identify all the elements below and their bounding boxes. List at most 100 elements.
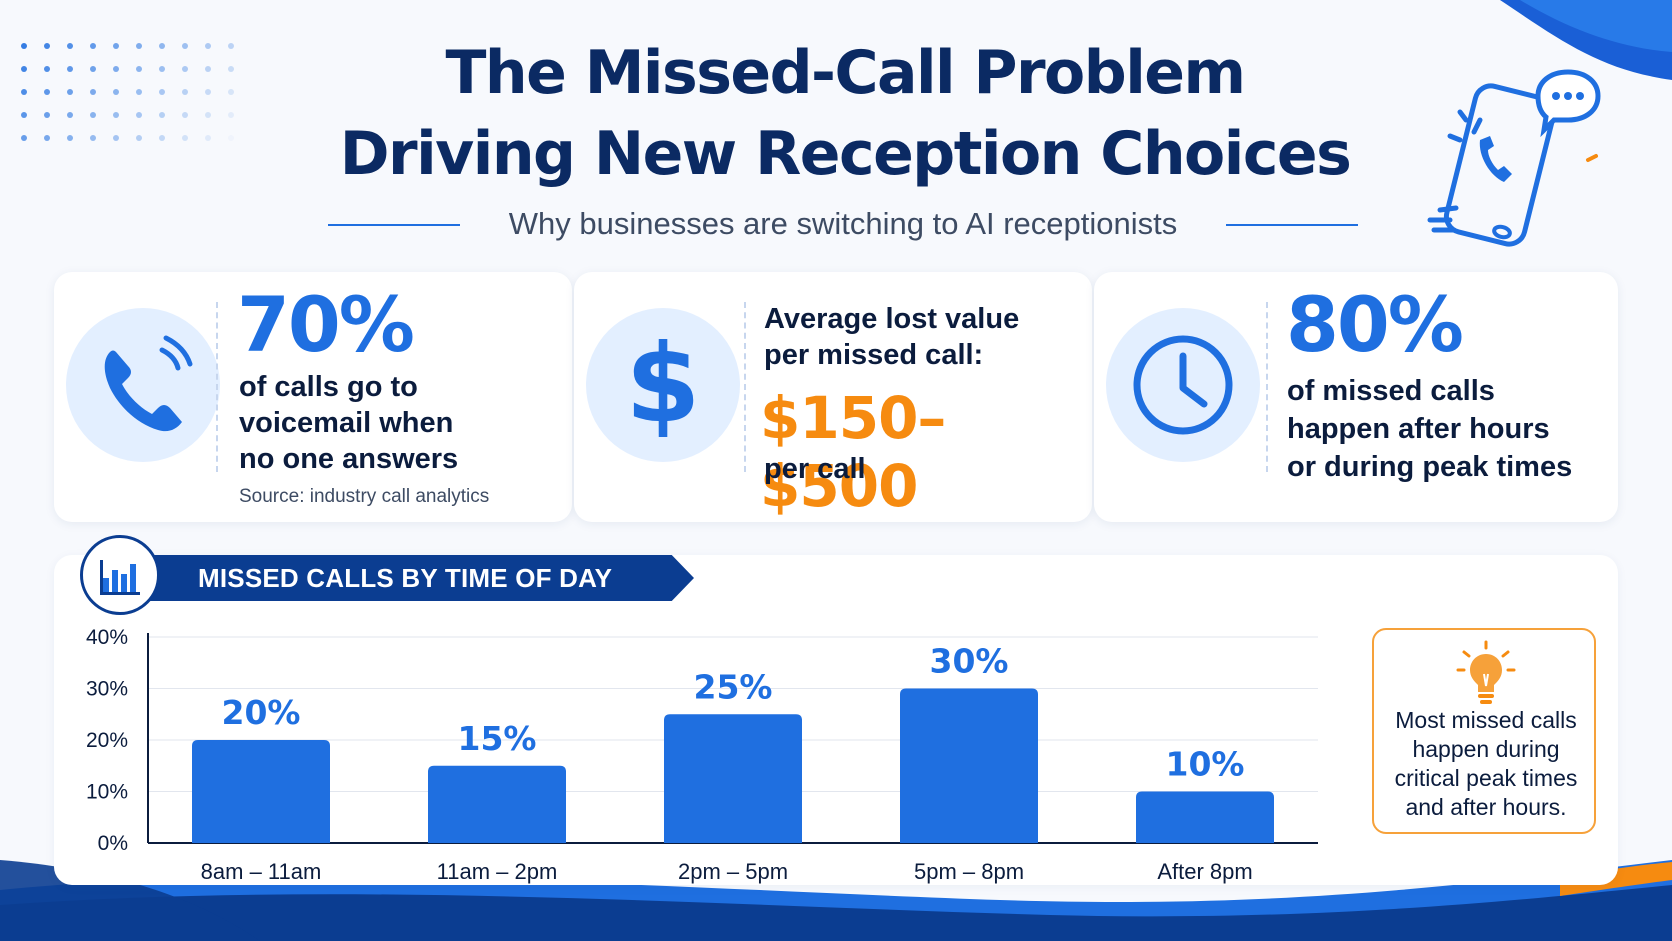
decor-dot (90, 89, 96, 95)
lost-value-label-line1: Average lost value (764, 303, 1020, 335)
y-tick-label: 20% (86, 729, 128, 752)
insight-text: Most missed calls happen during critical… (1394, 707, 1578, 820)
decor-dot (182, 89, 188, 95)
x-tick-label: After 8pm (1157, 859, 1252, 884)
decor-dot (228, 43, 234, 49)
decor-dot (228, 89, 234, 95)
card-divider (216, 302, 218, 472)
decor-dot (44, 135, 50, 141)
data-label: 20% (222, 693, 301, 732)
data-label: 30% (930, 642, 1009, 681)
decor-dot (90, 112, 96, 118)
decor-dot (21, 43, 27, 49)
y-tick-label: 10% (86, 781, 128, 804)
decor-dot (205, 112, 211, 118)
dollar-icon: $ (586, 308, 740, 462)
stat-value: 70% (237, 280, 415, 369)
decor-dot (67, 89, 73, 95)
phone-chat-illustration-icon (1427, 69, 1601, 247)
stat-source: Source: industry call analytics (239, 486, 490, 507)
card-divider (744, 302, 746, 472)
stat-text-line2: voicemail when (239, 407, 454, 439)
stat-text-line3: or during peak times (1287, 451, 1573, 483)
bar-chart-icon (80, 535, 160, 615)
decor-dot (44, 112, 50, 118)
decor-dot (159, 89, 165, 95)
subtitle-divider-left (328, 224, 460, 226)
stat-card-voicemail: 70% of calls go to voicemail when no one… (54, 272, 572, 522)
dot-pattern-decoration (21, 43, 234, 141)
decor-dot (228, 66, 234, 72)
decor-dot (44, 89, 50, 95)
lost-value-suffix: per call (764, 453, 866, 485)
card-divider (1266, 302, 1268, 472)
stat-text-line1: of calls go to (239, 371, 418, 403)
phone-icon (66, 308, 220, 462)
stat-card-lost-value: $ Average lost value per missed call: $1… (574, 272, 1092, 522)
decor-dot (67, 135, 73, 141)
decor-dot (182, 43, 188, 49)
decor-dot (205, 135, 211, 141)
decor-dot (44, 43, 50, 49)
lost-value-amount: $150–$500 (760, 384, 946, 520)
decor-dot (113, 43, 119, 49)
decor-dot (159, 135, 165, 141)
dollar-symbol: $ (625, 322, 701, 447)
subtitle-row: Why businesses are switching to AI recep… (328, 204, 1358, 244)
bar (192, 740, 330, 843)
x-tick-label: 5pm – 8pm (914, 859, 1024, 884)
decor-dot (113, 89, 119, 95)
decor-dot (182, 66, 188, 72)
decor-dot (90, 135, 96, 141)
chart-title: MISSED CALLS BY TIME OF DAY (198, 563, 613, 593)
decor-dot (205, 43, 211, 49)
decor-dot (21, 89, 27, 95)
decor-dot (90, 43, 96, 49)
clock-icon (1106, 308, 1260, 462)
y-tick-label: 40% (86, 626, 128, 649)
decor-dot (67, 43, 73, 49)
decor-dot (136, 66, 142, 72)
subtitle-divider-right (1226, 224, 1358, 226)
x-tick-label: 2pm – 5pm (678, 859, 788, 884)
decor-dot (21, 135, 27, 141)
decor-dot (90, 66, 96, 72)
decor-dot (113, 66, 119, 72)
lightbulb-icon (1456, 640, 1516, 704)
chart-title-ribbon: MISSED CALLS BY TIME OF DAY (138, 555, 694, 601)
data-label: 25% (694, 667, 773, 706)
decor-dot (159, 43, 165, 49)
decor-dot (21, 66, 27, 72)
decor-dot (205, 66, 211, 72)
data-label: 15% (458, 719, 537, 758)
decor-dot (159, 66, 165, 72)
x-tick-label: 8am – 11am (201, 859, 322, 884)
decor-dot (67, 66, 73, 72)
decor-dot (159, 112, 165, 118)
bar (664, 714, 802, 843)
bar (428, 765, 566, 843)
decor-dot (67, 112, 73, 118)
y-tick-label: 30% (86, 678, 128, 701)
decor-dot (44, 66, 50, 72)
lost-value-label-line2: per missed call: (764, 339, 984, 371)
data-label: 10% (1166, 745, 1245, 784)
decor-dot (136, 43, 142, 49)
insight-callout: Most missed calls happen during critical… (1372, 628, 1596, 834)
decor-dot (136, 112, 142, 118)
bar (1136, 791, 1274, 843)
decor-dot (113, 112, 119, 118)
decor-dot (182, 135, 188, 141)
stat-text-line3: no one answers (239, 443, 459, 475)
decor-dot (136, 135, 142, 141)
stat-text-line1: of missed calls (1287, 375, 1495, 407)
decor-dot (113, 135, 119, 141)
decor-dot (228, 112, 234, 118)
stat-value: 80% (1286, 280, 1464, 369)
y-tick-label: 0% (98, 832, 128, 855)
page-subtitle: Why businesses are switching to AI recep… (508, 206, 1178, 241)
x-tick-label: 11am – 2pm (437, 859, 558, 884)
decor-dot (205, 89, 211, 95)
bar (900, 688, 1038, 843)
